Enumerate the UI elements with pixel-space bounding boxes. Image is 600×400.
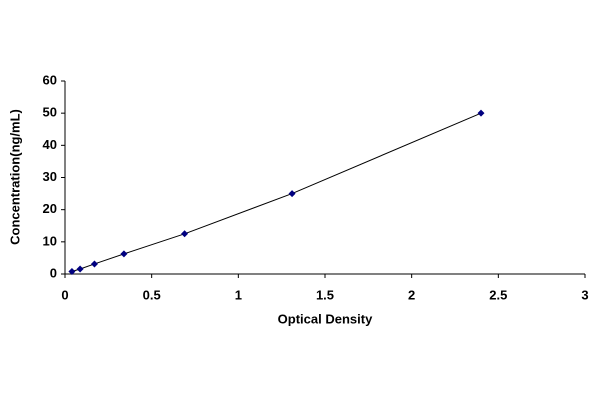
y-tick-label: 60	[43, 72, 57, 87]
y-tick-label: 30	[43, 169, 57, 184]
data-point	[68, 267, 76, 275]
y-axis-label: Concentration(ng/mL)	[7, 109, 22, 245]
data-point	[181, 230, 189, 238]
y-tick-label: 10	[43, 233, 57, 248]
x-axis-label: Optical Density	[278, 311, 373, 326]
data-point	[120, 250, 128, 258]
x-tick-label: 3	[581, 287, 588, 302]
y-tick-label: 0	[50, 265, 57, 280]
data-point	[90, 260, 98, 268]
x-tick-label: 2	[408, 287, 415, 302]
fit-line	[71, 112, 482, 272]
x-tick-label: 2.5	[489, 287, 507, 302]
y-tick-label: 40	[43, 137, 57, 152]
x-tick-label: 1	[235, 287, 242, 302]
data-point	[288, 190, 296, 198]
data-point	[477, 109, 485, 117]
y-tick-label: 20	[43, 201, 57, 216]
x-tick-label: 1.5	[316, 287, 334, 302]
x-tick-label: 0.5	[143, 287, 161, 302]
data-point	[76, 265, 84, 273]
y-tick-label: 50	[43, 105, 57, 120]
x-tick-label: 0	[61, 287, 68, 302]
